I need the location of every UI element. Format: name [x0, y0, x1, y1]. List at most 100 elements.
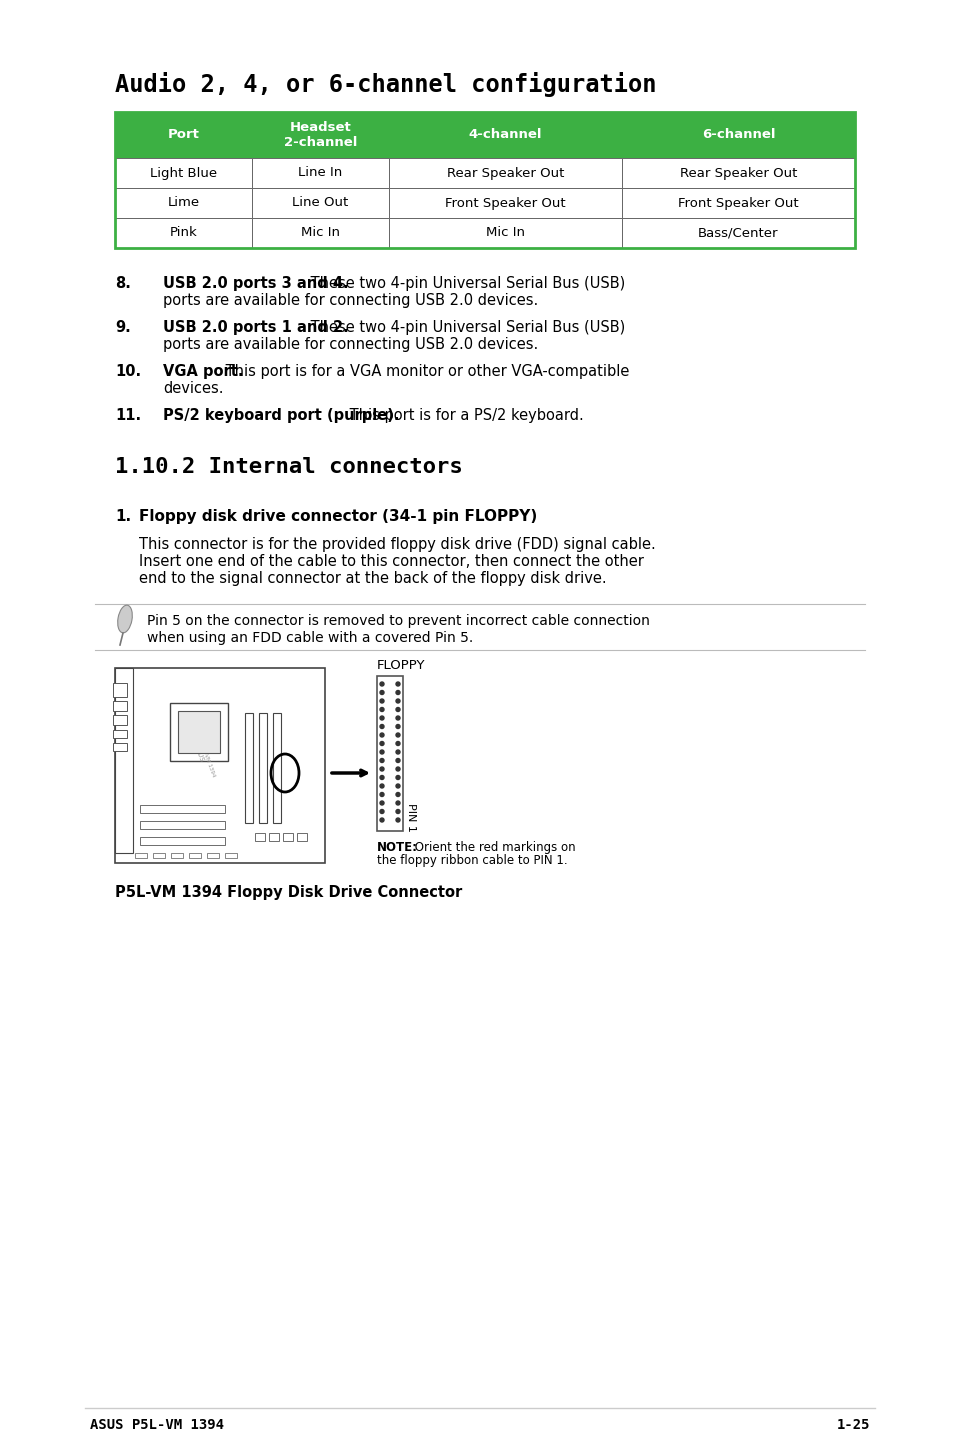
Bar — [112, 731, 127, 738]
Circle shape — [395, 682, 399, 686]
Text: This port is for a PS/2 keyboard.: This port is for a PS/2 keyboard. — [345, 408, 583, 423]
Text: Rear Speaker Out: Rear Speaker Out — [679, 167, 797, 180]
Circle shape — [395, 810, 399, 814]
Bar — [171, 853, 183, 858]
Text: These two 4-pin Universal Serial Bus (USB): These two 4-pin Universal Serial Bus (US… — [306, 321, 624, 335]
Text: These two 4-pin Universal Serial Bus (USB): These two 4-pin Universal Serial Bus (US… — [306, 276, 624, 290]
Circle shape — [379, 818, 384, 823]
Circle shape — [395, 690, 399, 695]
Circle shape — [379, 682, 384, 686]
Text: Front Speaker Out: Front Speaker Out — [444, 197, 565, 210]
Text: Line Out: Line Out — [292, 197, 348, 210]
Circle shape — [395, 733, 399, 738]
Bar — [112, 700, 127, 710]
Circle shape — [379, 725, 384, 729]
Circle shape — [379, 792, 384, 797]
Text: Orient the red markings on: Orient the red markings on — [411, 841, 575, 854]
Bar — [621, 158, 854, 188]
Circle shape — [395, 792, 399, 797]
Text: 10.: 10. — [115, 364, 141, 380]
Text: Pink: Pink — [170, 227, 197, 240]
Bar — [389, 188, 621, 219]
Text: Light Blue: Light Blue — [150, 167, 216, 180]
Text: P5L-VM 1394 Floppy Disk Drive Connector: P5L-VM 1394 Floppy Disk Drive Connector — [115, 884, 462, 900]
Text: USB 2.0 ports 3 and 4.: USB 2.0 ports 3 and 4. — [163, 276, 348, 290]
Ellipse shape — [117, 605, 132, 633]
Text: PIN 1: PIN 1 — [406, 802, 416, 831]
Circle shape — [379, 810, 384, 814]
Bar — [152, 853, 165, 858]
Bar — [254, 833, 265, 841]
Bar — [189, 853, 201, 858]
Bar — [112, 715, 127, 725]
Bar — [252, 158, 389, 188]
Circle shape — [379, 733, 384, 738]
Text: Lime: Lime — [167, 197, 199, 210]
Bar — [115, 158, 252, 188]
Circle shape — [395, 725, 399, 729]
Bar — [283, 833, 293, 841]
Text: VGA port.: VGA port. — [163, 364, 243, 380]
Bar — [140, 805, 225, 812]
Text: Rear Speaker Out: Rear Speaker Out — [446, 167, 563, 180]
Circle shape — [379, 775, 384, 779]
Bar — [225, 853, 236, 858]
Bar — [296, 833, 307, 841]
Bar — [115, 112, 854, 247]
Circle shape — [379, 766, 384, 771]
Bar — [273, 713, 281, 823]
Bar — [135, 853, 147, 858]
Bar — [115, 669, 325, 863]
Bar — [621, 219, 854, 247]
Text: 1.10.2 Internal connectors: 1.10.2 Internal connectors — [115, 457, 462, 477]
Text: when using an FDD cable with a covered Pin 5.: when using an FDD cable with a covered P… — [147, 631, 473, 646]
Circle shape — [395, 742, 399, 745]
Circle shape — [395, 801, 399, 805]
Bar — [376, 676, 402, 831]
Text: ports are available for connecting USB 2.0 devices.: ports are available for connecting USB 2… — [163, 336, 537, 352]
Bar — [269, 833, 278, 841]
Text: FLOPPY: FLOPPY — [376, 659, 425, 672]
Bar — [258, 713, 267, 823]
Text: Port: Port — [168, 128, 199, 141]
Text: 8.: 8. — [115, 276, 131, 290]
Text: USB 2.0 ports 1 and 2.: USB 2.0 ports 1 and 2. — [163, 321, 349, 335]
Bar — [245, 713, 253, 823]
Text: Mic In: Mic In — [485, 227, 524, 240]
Bar — [140, 837, 225, 846]
Bar — [112, 683, 127, 697]
Bar — [140, 821, 225, 828]
Text: Headset
2-channel: Headset 2-channel — [283, 121, 356, 150]
Circle shape — [395, 818, 399, 823]
Circle shape — [395, 758, 399, 762]
Text: Front Speaker Out: Front Speaker Out — [678, 197, 798, 210]
Circle shape — [395, 707, 399, 712]
Text: ASUS P5L-VM 1394: ASUS P5L-VM 1394 — [90, 1418, 224, 1432]
Bar — [115, 669, 132, 853]
Text: This connector is for the provided floppy disk drive (FDD) signal cable.: This connector is for the provided flopp… — [139, 536, 655, 552]
Text: Pin 5 on the connector is removed to prevent incorrect cable connection: Pin 5 on the connector is removed to pre… — [147, 614, 649, 628]
Circle shape — [379, 742, 384, 745]
Text: ports are available for connecting USB 2.0 devices.: ports are available for connecting USB 2… — [163, 293, 537, 308]
Circle shape — [379, 784, 384, 788]
Text: Mic In: Mic In — [300, 227, 339, 240]
Text: 1.: 1. — [115, 509, 131, 523]
Circle shape — [379, 801, 384, 805]
Circle shape — [379, 690, 384, 695]
Text: devices.: devices. — [163, 381, 223, 395]
Circle shape — [395, 766, 399, 771]
Circle shape — [379, 751, 384, 754]
Bar — [112, 743, 127, 751]
Text: Floppy disk drive connector (34-1 pin FLOPPY): Floppy disk drive connector (34-1 pin FL… — [139, 509, 537, 523]
Text: NOTE:: NOTE: — [376, 841, 417, 854]
Text: Bass/Center: Bass/Center — [698, 227, 778, 240]
Bar — [389, 219, 621, 247]
Text: Line In: Line In — [298, 167, 342, 180]
Bar — [389, 158, 621, 188]
Circle shape — [379, 758, 384, 762]
Circle shape — [379, 716, 384, 720]
Circle shape — [379, 699, 384, 703]
Text: 11.: 11. — [115, 408, 141, 423]
Text: 9.: 9. — [115, 321, 131, 335]
Bar — [621, 188, 854, 219]
